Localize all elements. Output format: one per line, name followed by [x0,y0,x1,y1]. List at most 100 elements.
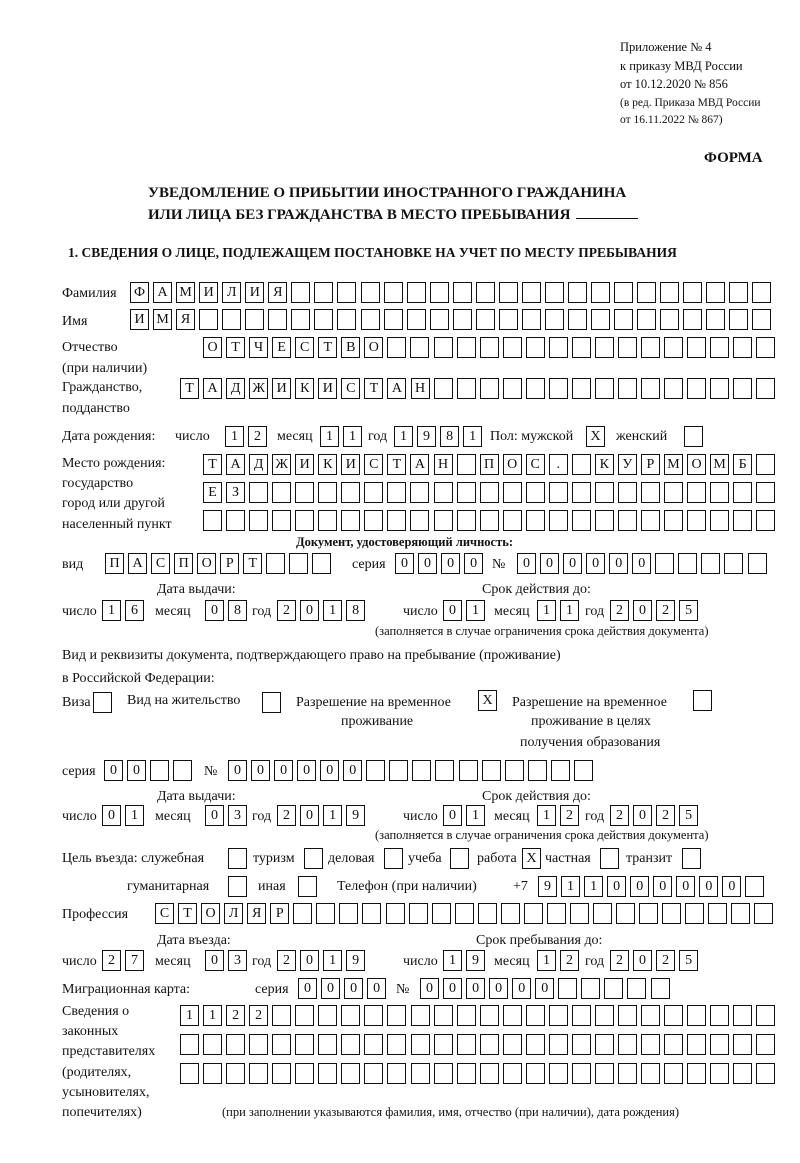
char-box[interactable] [429,309,449,330]
char-box[interactable]: А [410,454,430,475]
char-box[interactable] [558,978,578,999]
char-box[interactable]: Л [222,282,242,303]
char-box[interactable]: 1 [584,876,604,897]
char-box[interactable] [249,1063,269,1084]
char-box[interactable]: Р [640,454,660,475]
char-box[interactable]: 0 [205,950,224,971]
purpose-other-checkbox[interactable] [298,876,317,897]
char-box[interactable]: 0 [630,876,650,897]
char-box[interactable] [199,309,219,330]
char-box[interactable]: 0 [607,876,627,897]
char-box[interactable]: И [295,454,315,475]
char-box[interactable] [383,282,403,303]
char-box[interactable] [637,282,657,303]
char-box[interactable]: 1 [323,950,343,971]
char-box[interactable]: 0 [489,978,509,999]
char-box[interactable]: 2 [610,950,629,971]
char-box[interactable] [641,1063,660,1084]
char-box[interactable] [318,1063,338,1084]
char-box[interactable] [431,903,451,924]
char-box[interactable] [571,1063,591,1084]
char-box[interactable]: 1 [125,805,145,826]
char-box[interactable]: 0 [343,760,363,781]
char-box[interactable]: 0 [633,950,653,971]
char-box[interactable] [289,553,309,574]
char-box[interactable] [569,903,589,924]
char-box[interactable] [337,309,357,330]
char-box[interactable] [571,378,591,399]
char-box[interactable]: А [128,553,148,574]
char-box[interactable] [458,760,478,781]
char-box[interactable] [710,1063,730,1084]
char-box[interactable] [710,510,730,531]
char-box[interactable]: А [203,378,223,399]
char-box[interactable]: В [341,337,361,358]
char-box[interactable] [433,510,453,531]
char-box[interactable] [272,1005,292,1026]
char-box[interactable]: 9 [346,950,366,971]
char-box[interactable] [546,903,566,924]
char-box[interactable] [640,510,660,531]
char-box[interactable] [548,1063,568,1084]
char-box[interactable] [548,482,568,503]
char-box[interactable]: 2 [249,1005,269,1026]
char-box[interactable] [687,1005,707,1026]
char-box[interactable]: 8 [440,426,460,447]
char-box[interactable]: О [201,903,221,924]
char-box[interactable]: 1 [102,600,121,621]
residence-checkbox[interactable] [262,692,281,713]
char-box[interactable] [614,282,634,303]
char-box[interactable] [627,978,647,999]
char-box[interactable] [316,903,336,924]
char-box[interactable]: О [502,454,522,475]
char-box[interactable] [245,309,265,330]
char-box[interactable] [180,1063,199,1084]
char-box[interactable] [318,1005,338,1026]
char-box[interactable] [617,482,637,503]
char-box[interactable]: Ж [272,454,292,475]
char-box[interactable] [364,1034,384,1055]
char-box[interactable] [410,1005,430,1026]
char-box[interactable]: 0 [321,978,341,999]
char-box[interactable] [500,903,520,924]
char-box[interactable] [664,378,684,399]
char-box[interactable]: 2 [102,950,121,971]
char-box[interactable]: 2 [656,950,676,971]
char-box[interactable] [594,337,614,358]
char-box[interactable]: 2 [656,805,676,826]
char-box[interactable]: К [594,454,614,475]
char-box[interactable] [456,378,476,399]
char-box[interactable]: У [617,454,637,475]
char-box[interactable] [724,553,744,574]
char-box[interactable]: И [272,378,292,399]
char-box[interactable]: 0 [251,760,271,781]
char-box[interactable] [362,903,382,924]
char-box[interactable] [456,337,476,358]
char-box[interactable]: 0 [320,760,340,781]
char-box[interactable]: О [203,337,222,358]
char-box[interactable]: 0 [464,553,484,574]
char-box[interactable] [364,1063,384,1084]
char-box[interactable]: 1 [394,426,413,447]
char-box[interactable]: 3 [228,805,248,826]
char-box[interactable] [295,1063,315,1084]
char-box[interactable] [591,282,610,303]
char-box[interactable] [498,282,518,303]
char-box[interactable] [756,454,776,475]
char-box[interactable] [544,282,564,303]
char-box[interactable] [616,903,635,924]
char-box[interactable]: 5 [679,950,699,971]
char-box[interactable] [226,1063,246,1084]
char-box[interactable]: 9 [466,950,486,971]
char-box[interactable] [614,309,634,330]
char-box[interactable] [733,1063,753,1084]
char-box[interactable] [594,482,614,503]
trp-checkbox[interactable]: X [478,690,497,711]
char-box[interactable] [550,760,570,781]
char-box[interactable] [502,482,522,503]
char-box[interactable] [662,903,682,924]
purpose-tourism-checkbox[interactable] [304,848,323,869]
char-box[interactable]: Ф [130,282,149,303]
char-box[interactable] [747,553,767,574]
char-box[interactable] [456,1005,476,1026]
